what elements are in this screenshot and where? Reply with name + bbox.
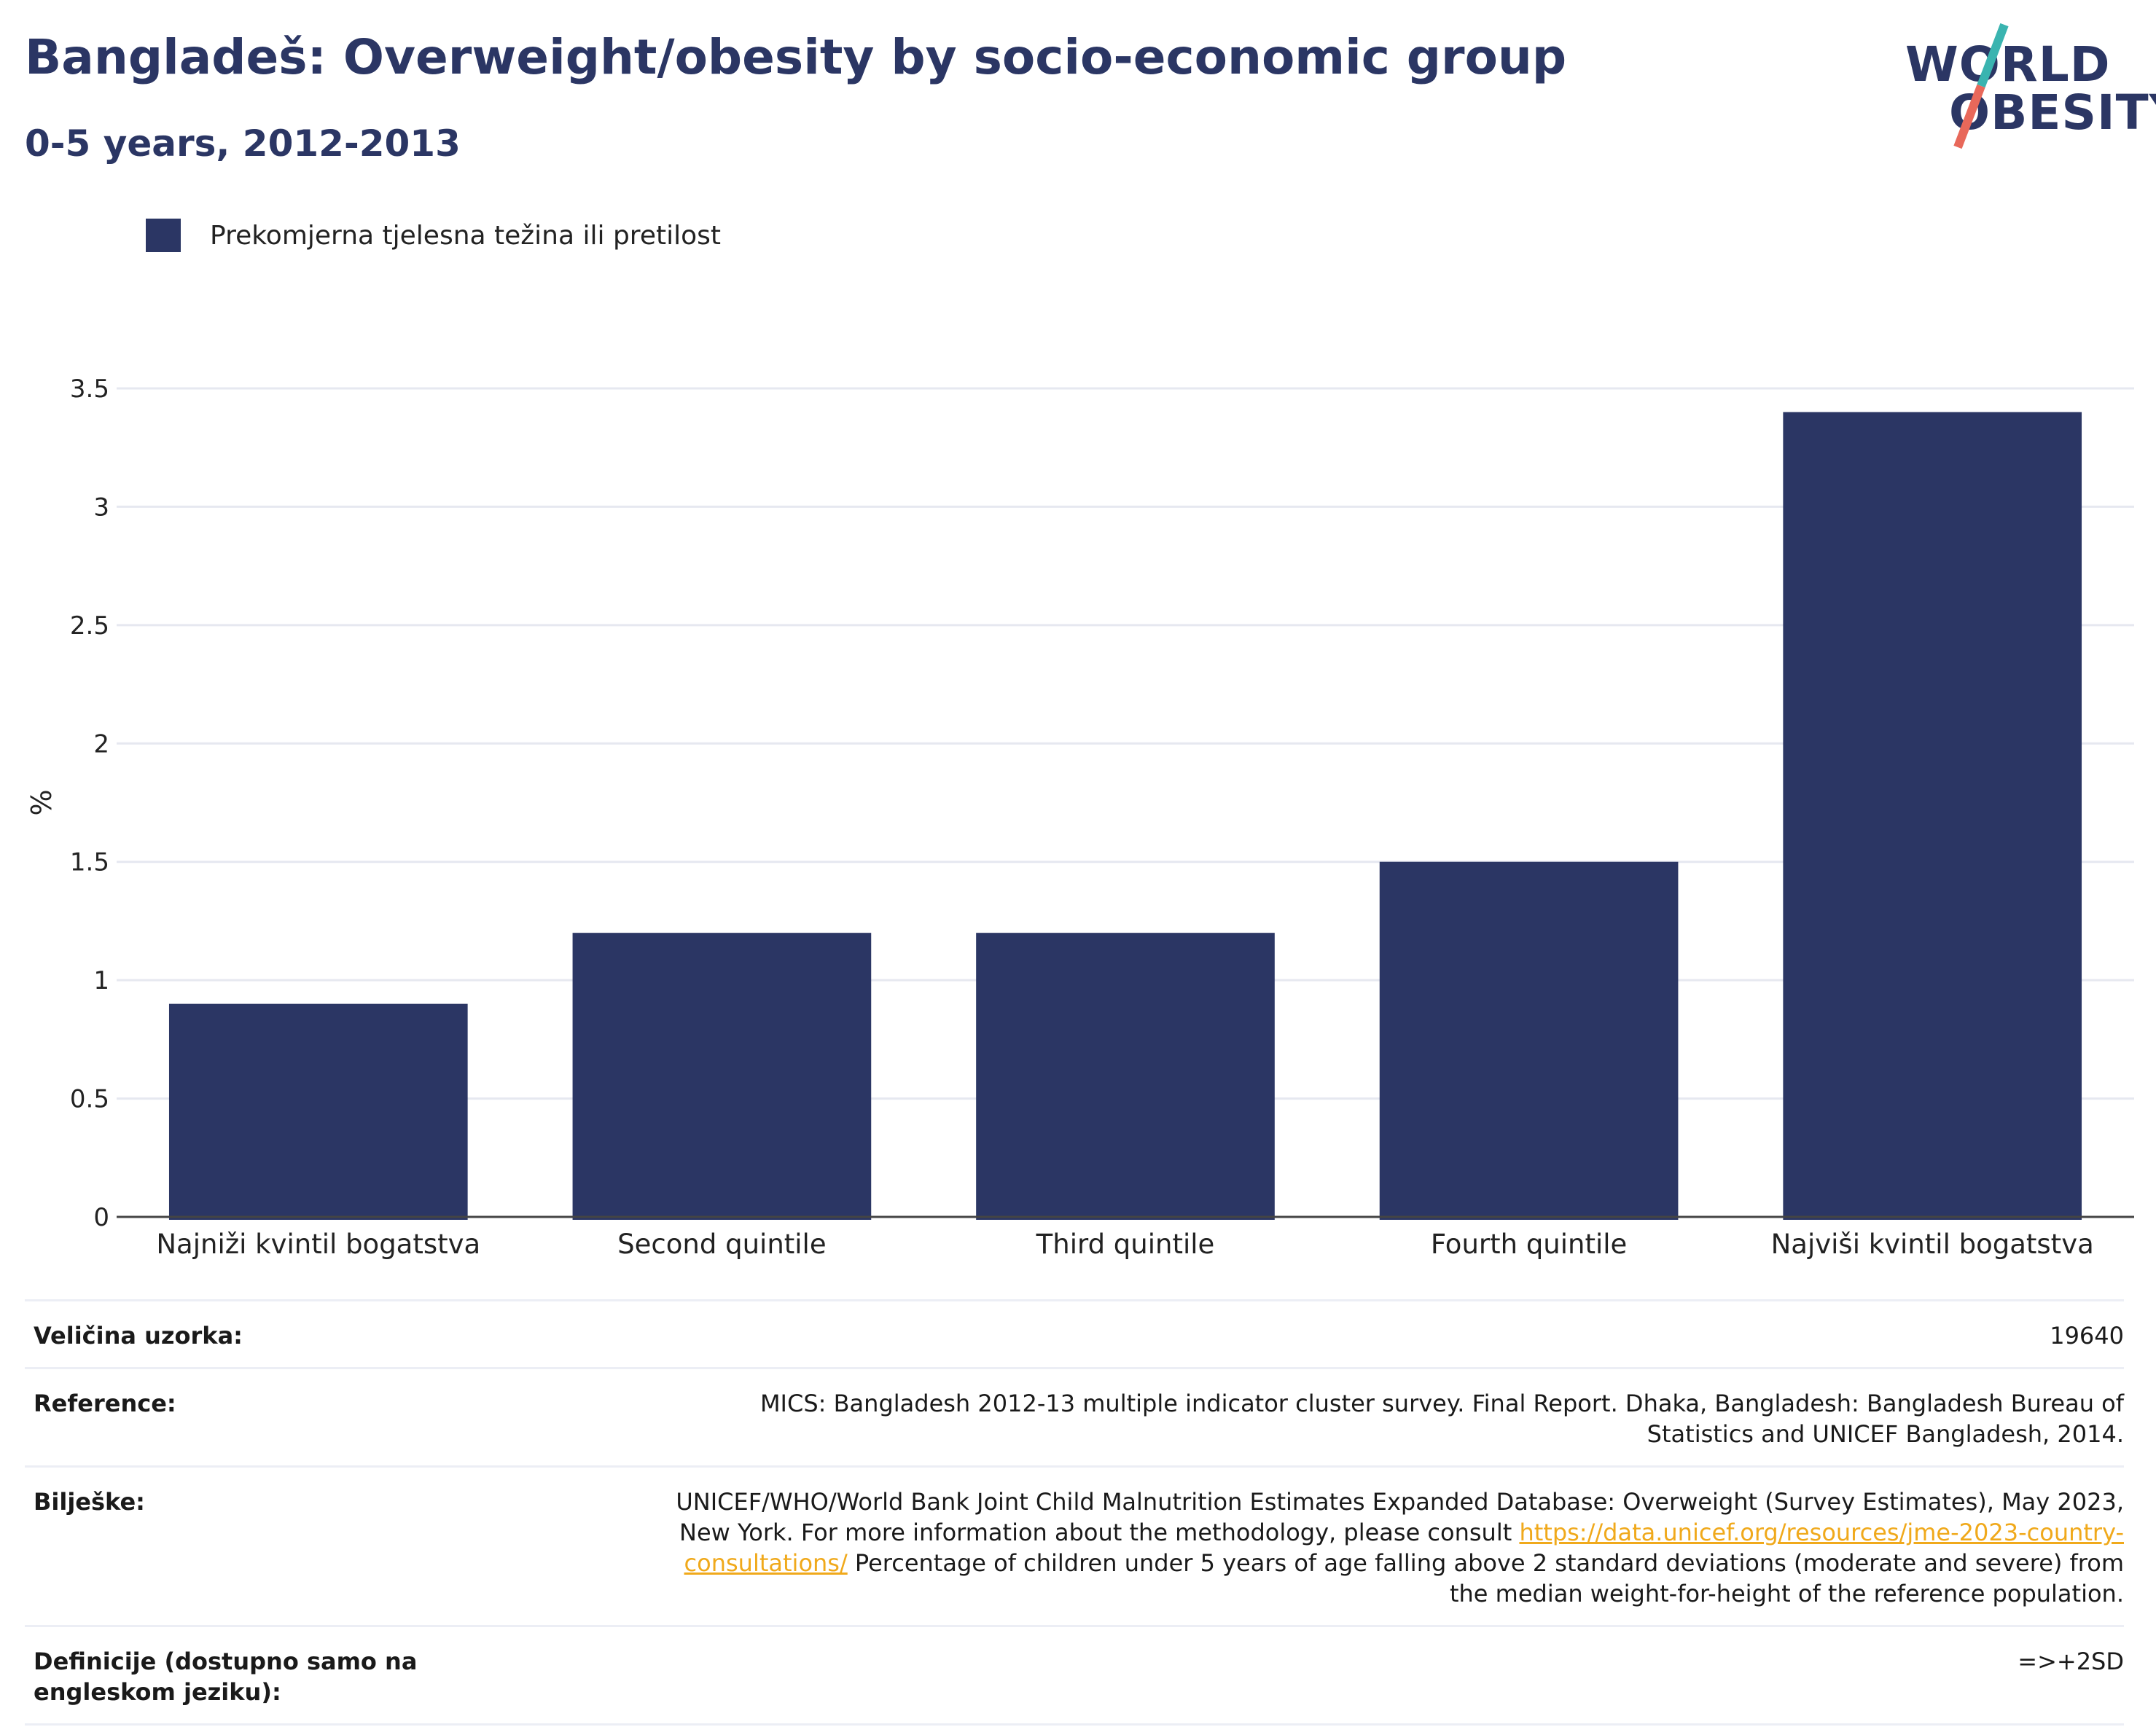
x-tick-label: Najviši kvintil bogatstva — [1771, 1229, 2094, 1260]
y-tick-label: 2.5 — [70, 611, 109, 641]
y-tick-label: 1 — [93, 966, 109, 995]
bar — [572, 933, 872, 1220]
meta-row-sample-size: Veličina uzorka: 19640 — [25, 1299, 2124, 1367]
world-obesity-logo: WORLD OBESITY — [1895, 22, 2156, 153]
x-tick-label: Fourth quintile — [1431, 1229, 1627, 1260]
metadata-table: Veličina uzorka: 19640 Reference: MICS: … — [25, 1299, 2124, 1726]
meta-value: 19640 — [2050, 1322, 2124, 1350]
logo-text-obesity: OBESITY — [1949, 85, 2156, 141]
y-tick-label: 1.5 — [70, 848, 109, 877]
y-tick-label: 3.5 — [70, 375, 109, 404]
notes-text-before: UNICEF/WHO/World Bank Joint Child Malnut… — [676, 1488, 2124, 1546]
logo-slash-icon — [1953, 23, 2009, 149]
legend-swatch — [146, 219, 181, 252]
y-tick-label: 2 — [93, 729, 109, 759]
chart-subtitle: 0-5 years, 2012-2013 — [25, 122, 461, 165]
y-axis-label: % — [26, 789, 58, 815]
meta-value: MICS: Bangladesh 2012-13 multiple indica… — [759, 1390, 2124, 1448]
chart-title: Bangladeš: Overweight/obesity by socio-e… — [25, 29, 1567, 85]
legend-label: Prekomjerna tjelesna težina ili pretilos… — [210, 220, 721, 251]
bar — [976, 933, 1275, 1220]
meta-label: Definicije (dostupno samo na engleskom j… — [34, 1648, 418, 1706]
meta-row-reference: Reference: MICS: Bangladesh 2012-13 mult… — [25, 1367, 2124, 1465]
meta-label: Bilješke: — [34, 1488, 145, 1516]
x-tick-label: Najniži kvintil bogatstva — [156, 1229, 480, 1260]
meta-label: Reference: — [34, 1390, 176, 1417]
bar — [168, 1003, 468, 1220]
meta-label: Veličina uzorka: — [34, 1322, 243, 1350]
bar — [1379, 861, 1679, 1220]
notes-link[interactable]: https://data.unicef.org/resources/jme-20… — [684, 1519, 2124, 1577]
x-tick-label: Second quintile — [617, 1229, 826, 1260]
logo-text-world: WORLD — [1905, 36, 2111, 93]
chart-legend[interactable]: Prekomjerna tjelesna težina ili pretilos… — [146, 219, 721, 252]
x-tick-label: Third quintile — [1036, 1229, 1215, 1260]
y-tick-label: 0.5 — [70, 1085, 109, 1114]
meta-row-definitions: Definicije (dostupno samo na engleskom j… — [25, 1625, 2124, 1726]
bar — [1783, 412, 2082, 1220]
bar-chart: 0 0.5 1 1.5 2 2.5 3 3.5% Najniži kvintil bogatst… — [26, 375, 2134, 1260]
meta-row-notes: Bilješke: UNICEF/WHO/World Bank Joint Ch… — [25, 1465, 2124, 1625]
y-tick-label: 3 — [93, 493, 109, 522]
meta-value: =>+2SD — [2018, 1648, 2124, 1675]
notes-text-after: Percentage of children under 5 years of … — [847, 1549, 2124, 1607]
y-tick-label: 0 — [93, 1203, 109, 1232]
meta-value: UNICEF/WHO/World Bank Joint Child Malnut… — [666, 1487, 2124, 1609]
